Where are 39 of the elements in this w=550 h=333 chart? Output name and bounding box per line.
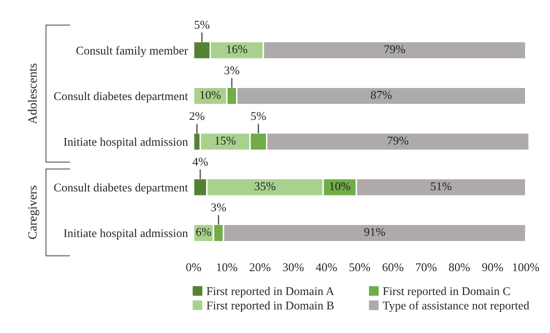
x-tick-label: 80% (448, 263, 470, 272)
data-label: 4% (192, 158, 208, 166)
data-label: 5% (251, 112, 266, 120)
y-tick-label: Initiate hospital admission (64, 228, 188, 240)
x-tick-label: 20% (250, 263, 270, 272)
y-tick-label: Consult diabetes department (54, 92, 188, 103)
data-label: 3% (211, 203, 226, 212)
x-tick-label: 0% (186, 263, 202, 272)
y-tick-label: Consult diabetes department (54, 183, 188, 194)
x-tick-label: 70% (416, 263, 437, 272)
text: Adolescents (28, 64, 37, 124)
data-label: 79% (384, 45, 405, 54)
legend-label: First reported in Domain C (382, 286, 510, 298)
data-label: 10% (200, 90, 221, 99)
legend-label: First reported in Domain A (206, 286, 334, 298)
data-label: 79% (388, 136, 408, 145)
data-label: 15% (215, 136, 236, 145)
data-label: 2% (190, 112, 204, 120)
data-label: 3% (224, 66, 240, 74)
x-tick-label: 60% (382, 263, 404, 272)
text: Caregivers (28, 186, 40, 239)
data-label: 35% (254, 182, 276, 190)
x-tick-label: 30% (283, 263, 304, 272)
data-label: 87% (370, 90, 392, 99)
x-tick-label: 10% (217, 263, 238, 272)
data-label: 51% (430, 182, 452, 190)
legend-label: First reported in Domain B (206, 301, 334, 312)
data-label: 91% (364, 228, 386, 236)
x-tick-label: 40% (316, 263, 337, 272)
x-tick-label: 90% (482, 263, 503, 272)
data-label: 10% (330, 182, 350, 190)
data-label: 16% (227, 45, 248, 54)
legend-label: Type of assistance not reported (382, 301, 530, 312)
x-tick-label: 100% (513, 263, 540, 272)
y-tick-label: Initiate hospital admission (64, 138, 188, 148)
y-tick-label: Consult family member (76, 46, 188, 57)
data-label: 5% (194, 20, 210, 29)
x-tick-label: 50% (350, 263, 370, 272)
data-label: 6% (196, 228, 212, 236)
